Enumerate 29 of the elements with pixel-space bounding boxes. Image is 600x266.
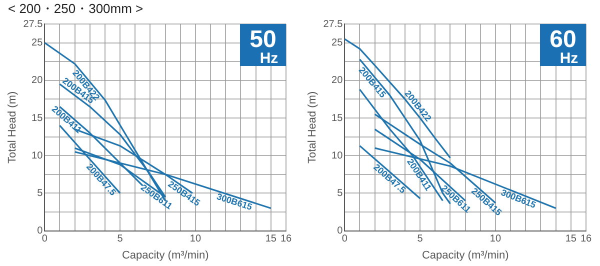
y-tick-label: 25 (32, 38, 44, 49)
y-tick-label: 27.5 (23, 18, 44, 30)
chart-title: < 200・250・300mm > (8, 0, 144, 18)
y-tick-label: 25 (332, 38, 344, 49)
x-tick-label: 16 (280, 234, 292, 245)
annotation: 50 Hz (250, 26, 278, 67)
y-tick-label: 0 (37, 226, 44, 237)
y-tick-label: 10 (332, 150, 344, 162)
x-tick-label: 5 (117, 234, 124, 245)
y-tick-label: 20 (32, 75, 44, 86)
x-tick-label: 15 (265, 234, 277, 245)
y-axis-title: Total Head (m) (306, 91, 319, 164)
y-tick-label: 5 (37, 188, 44, 199)
x-tick-label: 10 (190, 234, 202, 245)
x-tick-label: 15 (565, 234, 577, 245)
y-tick-label: 15 (332, 112, 344, 124)
annotation: 60 Hz (550, 26, 578, 67)
x-tick-label: 16 (580, 234, 592, 245)
y-axis-title: Total Head (m) (6, 91, 19, 164)
x-axis-title: Capacity (m³/min) (422, 249, 509, 262)
y-tick-label: 5 (337, 188, 344, 199)
y-tick-label: 20 (332, 75, 344, 86)
x-axis-title: Capacity (m³/min) (122, 249, 209, 262)
x-tick-label: 10 (490, 234, 502, 245)
y-tick-label: 15 (32, 112, 44, 124)
x-tick-label: 5 (417, 234, 424, 245)
y-tick-label: 27.5 (323, 18, 344, 30)
y-tick-label: 0 (337, 226, 344, 237)
y-tick-label: 10 (32, 150, 44, 162)
